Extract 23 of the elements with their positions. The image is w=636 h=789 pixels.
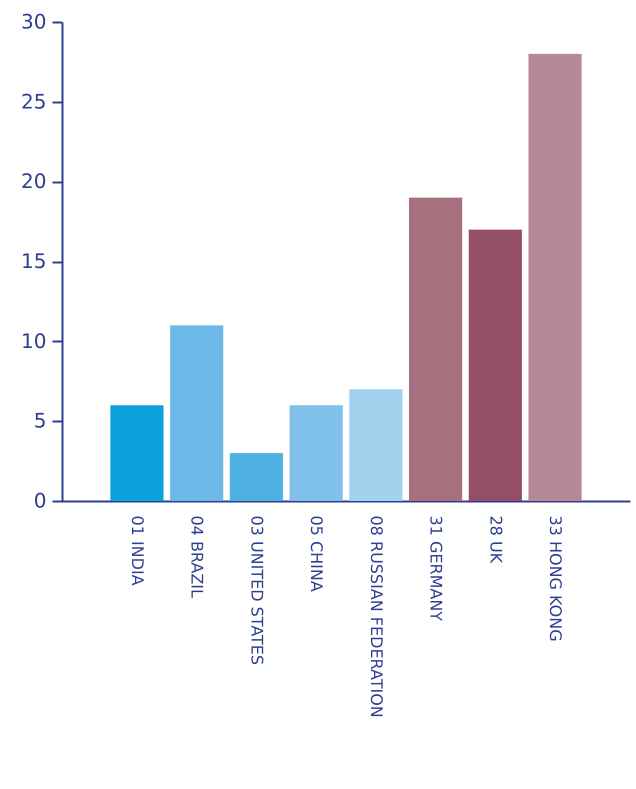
- bar: [230, 453, 283, 501]
- y-tick-label: 10: [21, 328, 46, 353]
- bar: [110, 405, 164, 501]
- bar: [528, 54, 582, 501]
- y-tick-label: 15: [21, 249, 46, 273]
- y-tick-label: 20: [21, 169, 46, 194]
- x-tick-label: 28 UK: [486, 516, 506, 564]
- y-tick-label: 0: [34, 488, 46, 512]
- y-tick-label: 5: [34, 408, 46, 433]
- x-tick-label: 04 BRAZIL: [188, 516, 207, 598]
- bar: [170, 325, 224, 501]
- x-tick-label: 01 INDIA: [128, 516, 147, 586]
- x-tick-label: 05 CHINA: [307, 516, 326, 592]
- y-tick-label: 30: [21, 10, 46, 34]
- bar: [290, 405, 343, 501]
- x-tick-label: 03 UNITED STATES: [247, 516, 266, 666]
- bar: [349, 389, 402, 501]
- bar: [409, 198, 462, 501]
- bar: [468, 230, 522, 501]
- y-tick-label: 25: [21, 89, 46, 114]
- x-tick-label: 08 RUSSIAN FEDERATION: [366, 516, 386, 718]
- x-tick-label: 33 HONG KONG: [546, 516, 566, 642]
- x-tick-label: 31 GERMANY: [426, 516, 446, 622]
